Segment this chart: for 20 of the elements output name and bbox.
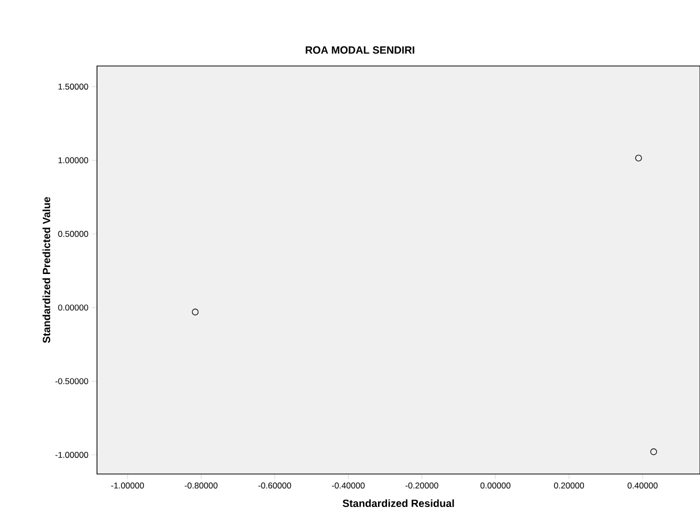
x-tick-label: -0.80000 — [184, 482, 218, 489]
y-tick-label: -0.50000 — [55, 378, 88, 384]
point — [650, 448, 657, 456]
x-tick-label: 0.20000 — [554, 482, 584, 489]
x-tick-label: -1.00000 — [111, 482, 144, 489]
y-axis-title: Standardized Predicted Value — [42, 197, 50, 343]
y-tick-label: 1.50000 — [58, 84, 88, 90]
x-tick-label: -0.40000 — [332, 482, 365, 489]
y-tick-label: -1.00000 — [55, 452, 88, 458]
y-tick-label: 0.00000 — [58, 304, 88, 311]
y-tick-label: 1.00000 — [58, 157, 88, 164]
point — [635, 154, 642, 162]
x-tick-label: 0.00000 — [480, 482, 510, 489]
point — [192, 308, 199, 316]
x-tick-label: 0.40000 — [628, 482, 658, 489]
x-tick-label: -0.20000 — [406, 482, 438, 489]
chart-title: ROA MODAL SENDIRI — [306, 46, 414, 54]
y-tick-label: 0.50000 — [58, 230, 88, 237]
x-axis-title: Standardized Residual — [342, 499, 454, 508]
x-tick-label: -0.60000 — [258, 482, 292, 489]
